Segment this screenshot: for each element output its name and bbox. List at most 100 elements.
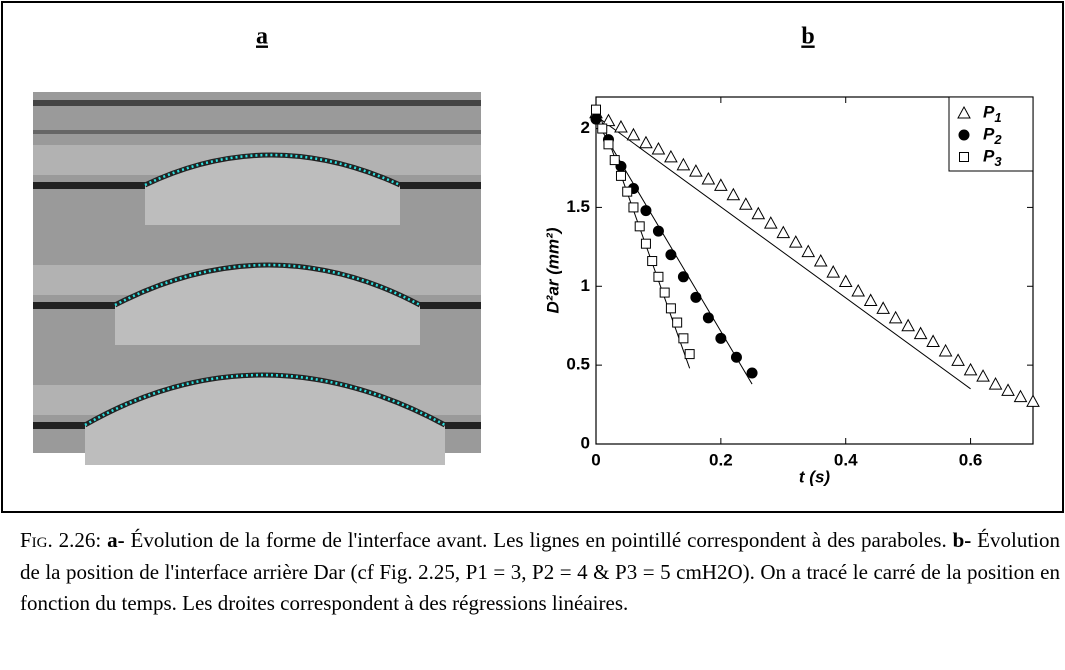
marker xyxy=(863,293,878,306)
marker xyxy=(659,287,670,298)
marker xyxy=(664,149,678,163)
marker xyxy=(938,343,953,357)
marker xyxy=(714,178,728,191)
channel-wall xyxy=(33,182,145,189)
marker xyxy=(628,202,639,213)
marker xyxy=(689,164,703,177)
marker xyxy=(957,105,971,119)
caption-text: b- xyxy=(952,528,972,552)
caption: Fig. 2.26: a- Évolution de la forme de l… xyxy=(20,525,1060,620)
marker xyxy=(888,310,903,324)
marker xyxy=(665,303,676,314)
marker xyxy=(1013,389,1028,403)
marker xyxy=(639,135,653,149)
marker xyxy=(788,235,803,248)
marker xyxy=(988,377,1003,390)
photo xyxy=(33,92,481,465)
caption-text: a- xyxy=(107,528,125,552)
marker xyxy=(776,225,791,239)
marker xyxy=(826,265,841,278)
bubble xyxy=(145,155,400,225)
marker xyxy=(951,353,965,366)
y-tick-label: 2 xyxy=(581,118,590,137)
marker xyxy=(622,186,633,197)
marker xyxy=(959,152,969,162)
marker xyxy=(609,155,620,166)
y-tick-label: 1.5 xyxy=(566,197,590,216)
marker xyxy=(913,326,928,340)
panel-label: a xyxy=(256,24,268,50)
marker xyxy=(851,283,866,297)
marker xyxy=(647,256,658,267)
marker xyxy=(603,139,614,150)
marker xyxy=(730,351,742,363)
marker xyxy=(653,271,664,282)
marker xyxy=(690,291,702,303)
x-tick-label: 0 xyxy=(591,450,600,469)
parabola xyxy=(144,153,401,187)
marker xyxy=(751,206,766,220)
caption-text: Évolution de la forme de l'interface ava… xyxy=(124,528,953,552)
caption-label: Fig. 2.26: xyxy=(20,528,102,552)
marker xyxy=(591,104,601,115)
channel-wall xyxy=(33,422,85,429)
channel-wall xyxy=(33,302,115,309)
marker xyxy=(640,238,651,249)
parabola xyxy=(114,263,421,307)
marker xyxy=(901,318,915,332)
channel-wall xyxy=(400,182,481,189)
y-tick-label: 0 xyxy=(581,433,590,452)
parabola xyxy=(84,373,446,427)
marker xyxy=(597,123,608,134)
marker xyxy=(726,187,741,201)
marker xyxy=(677,271,689,283)
marker xyxy=(678,333,689,344)
marker xyxy=(626,127,641,141)
marker xyxy=(876,301,891,314)
marker xyxy=(746,367,758,379)
marker xyxy=(665,249,677,261)
y-tick-label: 1 xyxy=(581,276,590,295)
x-tick-label: 0.2 xyxy=(709,450,733,469)
marker xyxy=(801,244,816,258)
marker xyxy=(701,171,716,185)
marker xyxy=(738,197,753,210)
y-tick-label: 0.5 xyxy=(566,355,590,374)
marker xyxy=(1026,394,1040,407)
marker xyxy=(601,113,616,127)
marker xyxy=(676,157,691,171)
marker xyxy=(615,170,626,181)
bubble xyxy=(115,265,420,345)
y-axis-label: D²ar (mm²) xyxy=(543,227,562,313)
marker xyxy=(640,205,652,217)
marker xyxy=(813,253,828,267)
figure: a b 0 0.2 0.4 0.600.511.52t (s)D²ar (mm²)P1… xyxy=(1,1,1064,513)
marker xyxy=(926,334,940,347)
caption-text: Évolution de la position de l'interface … xyxy=(20,528,1060,615)
marker xyxy=(963,362,978,376)
panel-label: b xyxy=(801,24,814,50)
marker xyxy=(958,129,970,141)
marker xyxy=(684,349,695,360)
marker xyxy=(976,369,990,382)
bubble xyxy=(85,375,445,465)
channel-wall xyxy=(445,422,481,429)
marker xyxy=(1001,383,1015,396)
x-tick-label: 0.6 xyxy=(959,450,983,469)
marker xyxy=(763,216,778,229)
marker xyxy=(614,119,628,133)
x-tick-label: 0.4 xyxy=(834,450,858,469)
marker xyxy=(702,312,714,324)
marker xyxy=(652,225,664,237)
plot-area xyxy=(595,96,1034,445)
channel-wall xyxy=(420,302,481,309)
marker xyxy=(715,332,727,344)
marker xyxy=(634,221,645,232)
marker xyxy=(651,142,666,155)
x-axis-label: t (s) xyxy=(799,467,831,486)
marker xyxy=(838,274,853,288)
frame xyxy=(1,1,1064,513)
marker xyxy=(672,317,683,328)
fit-line xyxy=(595,115,971,390)
